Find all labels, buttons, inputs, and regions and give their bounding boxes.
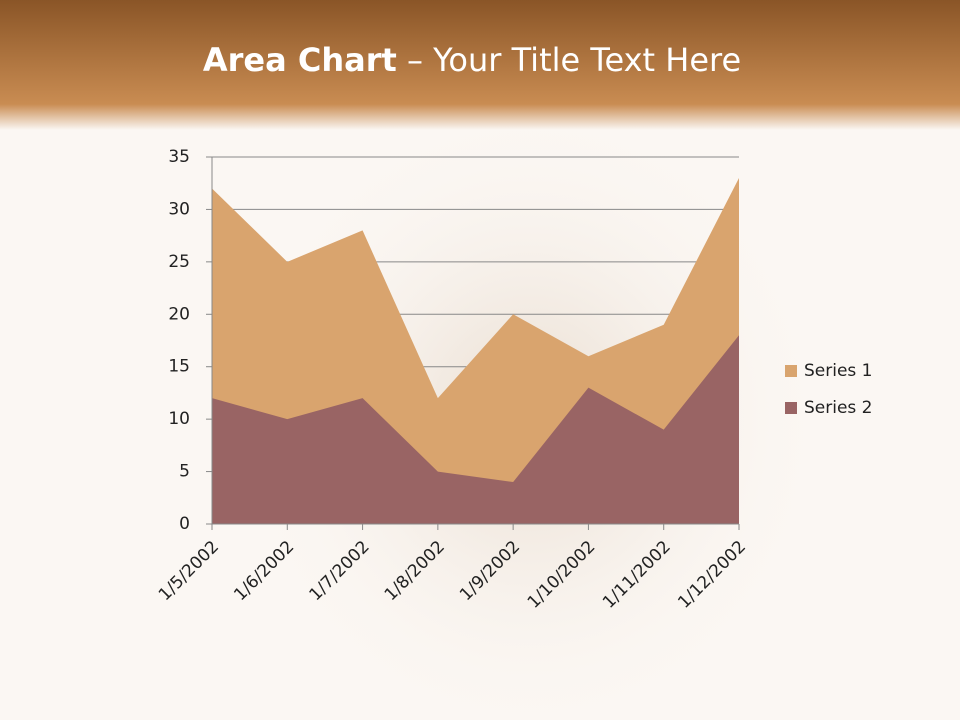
- y-tick-label: 5: [179, 462, 190, 482]
- y-tick-label: 20: [168, 304, 190, 324]
- title-bold: Area Chart: [203, 41, 397, 79]
- legend-swatch: [785, 365, 797, 377]
- area: [212, 335, 739, 524]
- y-tick-label: 30: [168, 199, 190, 219]
- y-tick-label: 10: [168, 409, 190, 429]
- legend-label: Series 1: [804, 361, 873, 381]
- legend-label: Series 2: [804, 398, 873, 418]
- y-tick-label: 35: [168, 147, 190, 167]
- title-rest: – Your Title Text Here: [407, 41, 741, 79]
- y-tick-label: 25: [168, 252, 190, 272]
- chart-title: Area Chart – Your Title Text Here: [203, 41, 741, 79]
- y-tick-label: 0: [179, 514, 190, 534]
- y-tick-label: 15: [168, 357, 190, 377]
- legend-swatch: [785, 402, 797, 414]
- header-band: [0, 0, 960, 130]
